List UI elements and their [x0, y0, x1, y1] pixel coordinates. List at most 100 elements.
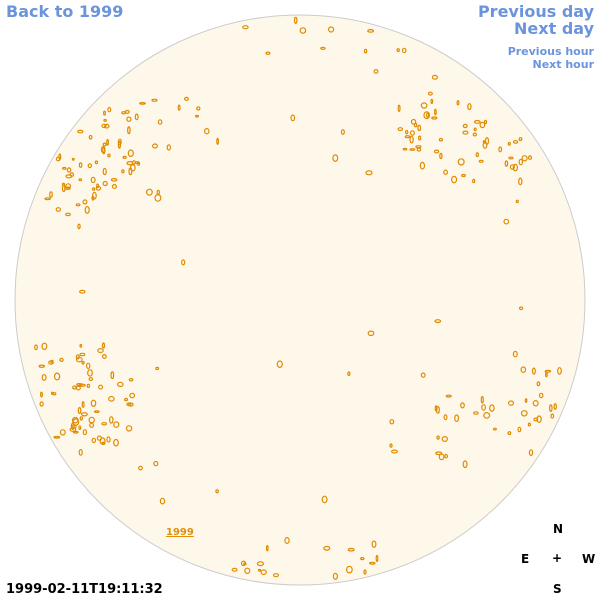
contour [85, 362, 91, 370]
contour [79, 289, 86, 294]
contour [347, 371, 351, 377]
contour [159, 497, 166, 505]
contour [84, 205, 90, 214]
contour [65, 212, 71, 217]
contour [371, 540, 377, 548]
next-day-link[interactable]: Next day [514, 19, 594, 38]
contour [415, 145, 422, 149]
contour [375, 554, 379, 563]
next-hour-link[interactable]: Next hour [532, 58, 595, 71]
contour [456, 100, 460, 106]
contour [69, 427, 77, 432]
contour [102, 142, 107, 147]
compass-north: N [553, 522, 564, 536]
contour [166, 144, 171, 151]
contour [91, 195, 95, 201]
contour [124, 397, 129, 402]
contour [363, 569, 367, 575]
contour [462, 460, 468, 469]
contour [434, 108, 437, 116]
contour [106, 138, 109, 146]
contour [153, 460, 159, 467]
contour [58, 153, 62, 161]
contour [553, 403, 557, 410]
contour [531, 367, 536, 375]
contour [91, 191, 97, 200]
contour [49, 191, 53, 198]
contour [518, 177, 523, 186]
contour [129, 392, 136, 399]
contour [128, 402, 134, 407]
contour [517, 426, 522, 433]
contour [404, 135, 411, 139]
contour [512, 163, 519, 172]
contour [389, 443, 393, 448]
contour [507, 141, 511, 146]
contour [419, 161, 426, 170]
contour [184, 96, 190, 102]
contour [503, 218, 510, 225]
contour [397, 104, 401, 113]
contour [71, 157, 75, 161]
contour [75, 356, 83, 363]
previous-day-link[interactable]: Previous day [477, 2, 594, 21]
contour [265, 51, 271, 55]
contour [256, 561, 264, 567]
contour [90, 399, 97, 407]
contour [504, 160, 509, 167]
contour [538, 392, 544, 399]
contour [117, 381, 124, 388]
contour [257, 568, 262, 572]
contour [127, 149, 134, 158]
contour [101, 354, 107, 360]
contour [536, 415, 542, 424]
contour [367, 29, 375, 33]
contour [177, 104, 181, 111]
contour [435, 451, 443, 456]
contour [409, 130, 415, 136]
compass-west: W [582, 552, 596, 566]
year-link[interactable]: 1999 [166, 527, 194, 538]
contour [426, 112, 430, 118]
contour [91, 437, 97, 444]
contour [373, 68, 379, 74]
contour [63, 186, 71, 190]
contour [360, 556, 365, 561]
contour [108, 395, 115, 402]
contour [152, 143, 159, 149]
contour [443, 414, 448, 421]
contour [110, 178, 118, 182]
contour [98, 384, 104, 390]
contour [204, 127, 210, 135]
contour [81, 401, 85, 408]
contour [438, 137, 443, 142]
back-to-year-link[interactable]: Back to 1999 [6, 2, 124, 21]
contour [79, 416, 84, 421]
contour [389, 419, 395, 425]
contour [81, 360, 85, 365]
contour [528, 449, 534, 457]
contour [155, 366, 160, 371]
contour [444, 453, 449, 459]
contour [34, 344, 38, 351]
contour [445, 394, 452, 398]
contour [66, 167, 72, 173]
contour [462, 130, 469, 135]
contour [154, 193, 162, 202]
contour [65, 183, 72, 189]
contour [521, 155, 528, 162]
contour [82, 429, 88, 436]
previous-hour-link[interactable]: Previous hour [507, 45, 594, 58]
contour [483, 119, 488, 125]
contour [79, 343, 83, 348]
contour [401, 47, 407, 54]
contour [391, 449, 399, 454]
contour [433, 149, 440, 154]
contour [323, 545, 331, 551]
contour [532, 400, 539, 407]
contour [454, 414, 460, 423]
contour [518, 306, 524, 311]
contour [480, 395, 484, 404]
contour [196, 106, 201, 111]
contour [126, 116, 132, 122]
